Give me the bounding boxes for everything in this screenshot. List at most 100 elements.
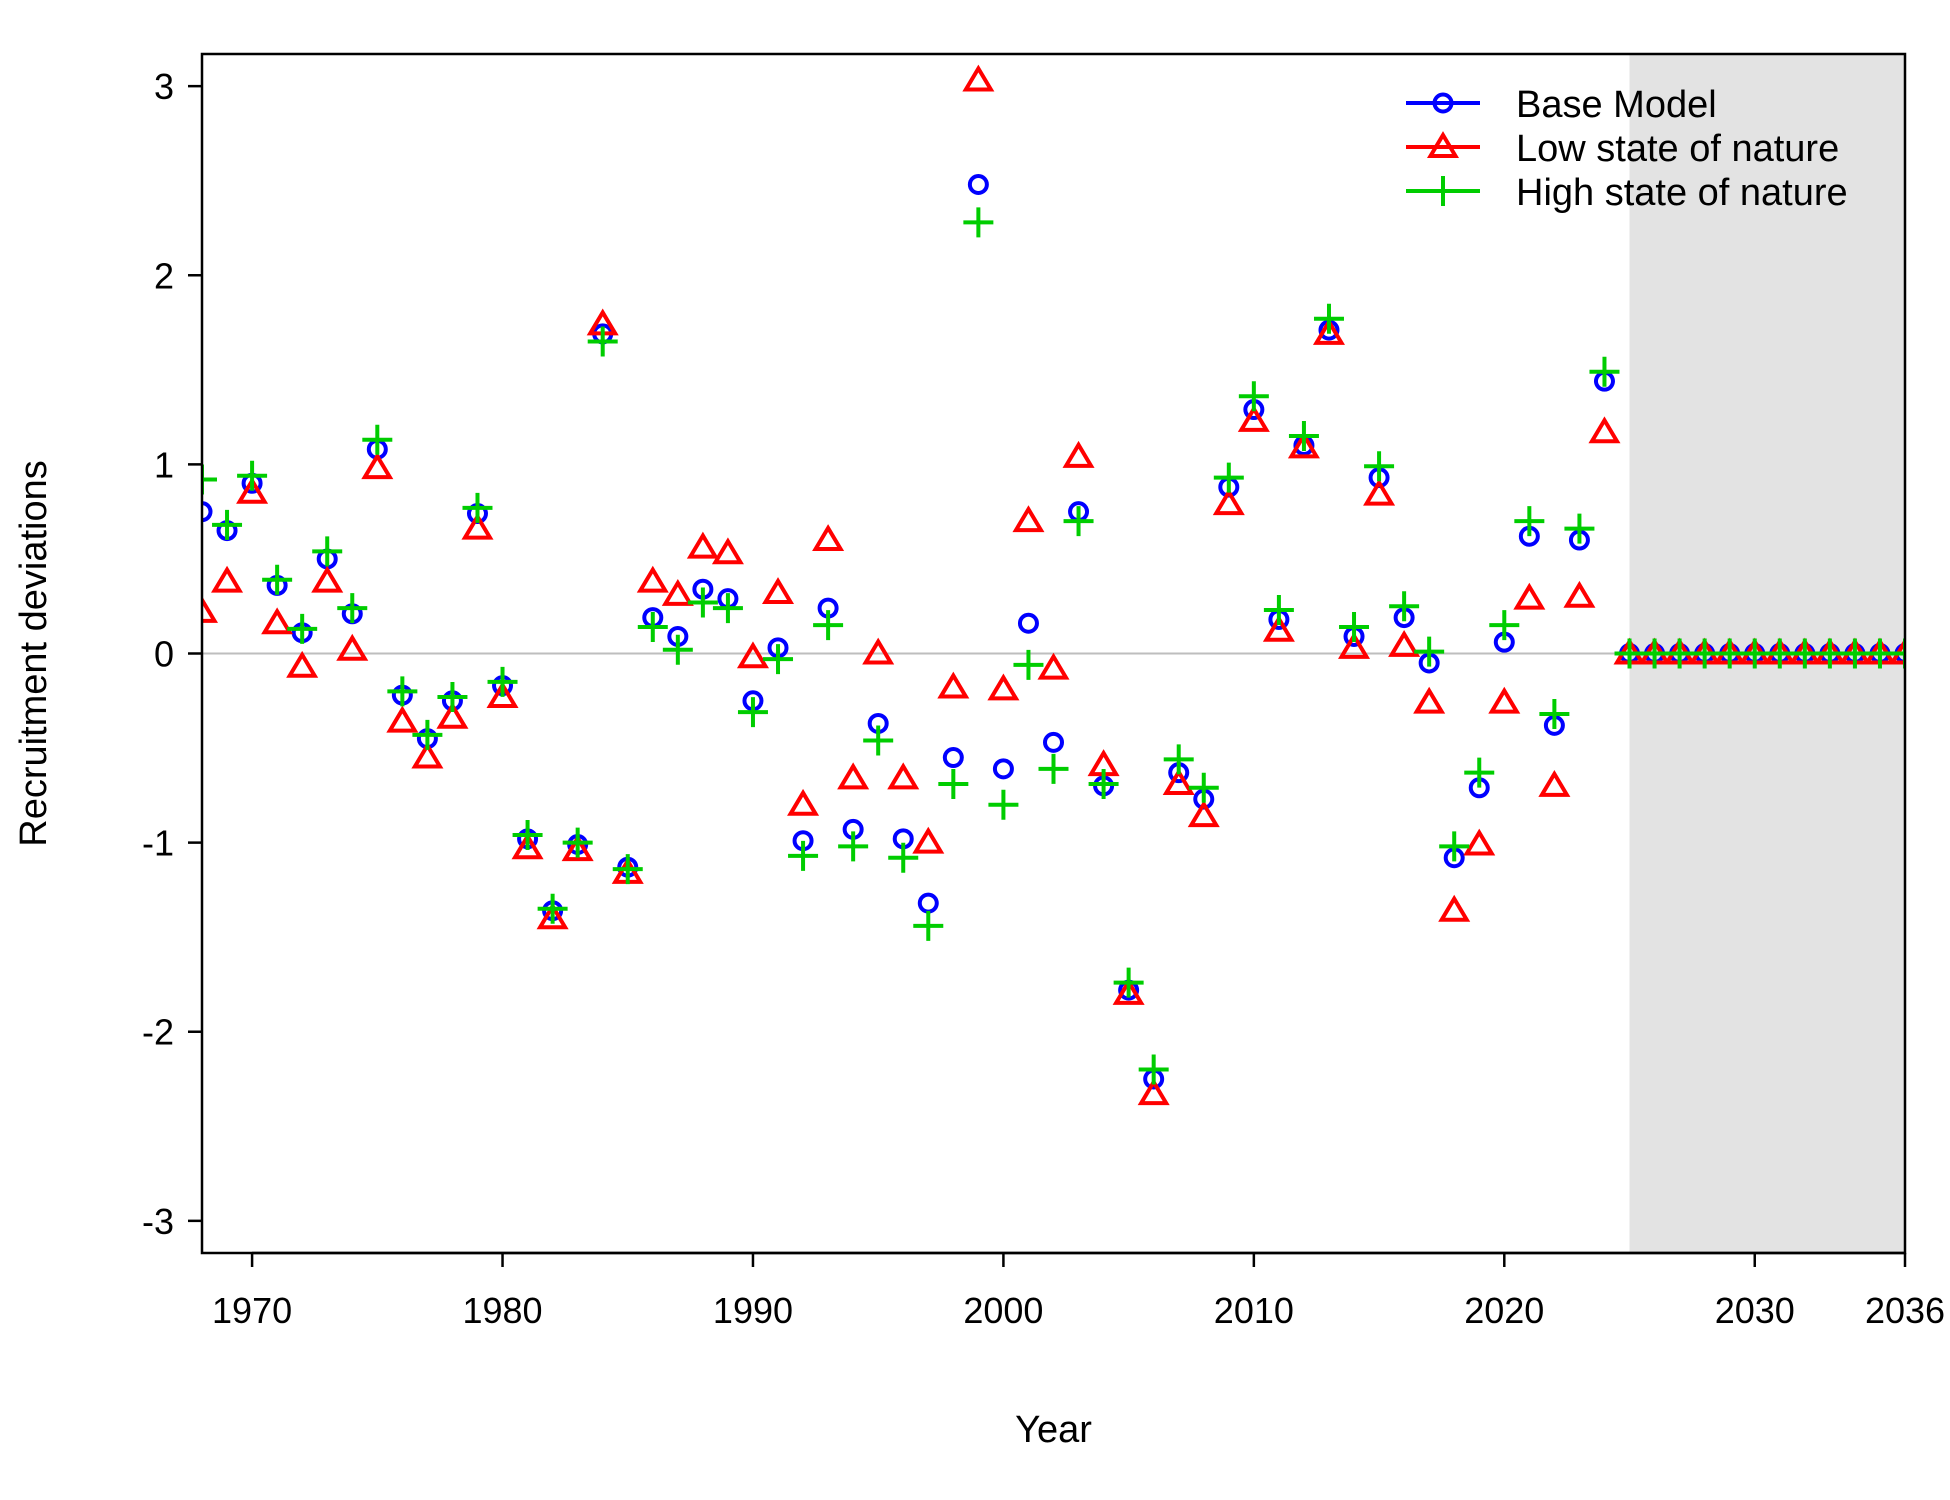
data-point: [237, 460, 268, 491]
data-point: [1063, 506, 1094, 537]
data-point: [1463, 828, 1496, 856]
legend-label: Low state of nature: [1516, 128, 1839, 170]
x-tick-label: 2010: [1214, 1290, 1294, 1331]
data-point: [736, 641, 769, 669]
data-point: [487, 666, 518, 697]
data-point: [1614, 638, 1645, 669]
data-point: [887, 762, 920, 790]
data-point: [1689, 638, 1720, 669]
data-point: [787, 788, 820, 816]
legend-item: Base Model: [1406, 84, 1717, 126]
data-point: [662, 634, 693, 665]
data-point: [1464, 757, 1495, 788]
data-point: [636, 565, 669, 593]
data-point: [1714, 638, 1745, 669]
data-point: [1864, 638, 1895, 669]
series-3: [202, 207, 1905, 1085]
data-point: [312, 536, 343, 567]
data-point: [411, 741, 444, 769]
data-point: [1538, 769, 1571, 797]
x-axis: 1970 1980 1990 2000 2010 2020 2030 2036: [212, 1251, 1945, 1331]
data-point: [711, 537, 744, 565]
data-point: [211, 565, 244, 593]
data-point: [1262, 614, 1295, 642]
x-axis-title: Year: [1015, 1409, 1092, 1451]
data-point: [1389, 591, 1420, 622]
x-tick-label: 1980: [462, 1290, 542, 1331]
data-point: [838, 831, 869, 862]
data-point: [387, 676, 418, 707]
data-point: [992, 758, 1014, 780]
data-point: [1287, 431, 1320, 459]
data-point: [1564, 513, 1595, 544]
data-point: [687, 587, 718, 618]
data-point: [1212, 488, 1245, 516]
data-point: [236, 476, 269, 504]
data-point: [1237, 404, 1270, 432]
y-tick-label: -1: [142, 823, 174, 864]
data-point: [436, 701, 469, 729]
data-point: [486, 681, 519, 708]
data-point: [1038, 753, 1069, 784]
data-point: [1138, 1054, 1169, 1085]
data-point: [1313, 303, 1344, 334]
data-point: [1062, 440, 1095, 468]
data-point: [912, 826, 945, 854]
data-point: [1113, 967, 1144, 998]
data-point: [863, 725, 894, 756]
y-tick-label: 1: [154, 444, 174, 485]
y-tick-label: -3: [142, 1201, 174, 1242]
data-point: [386, 705, 419, 733]
legend-item: Low state of nature: [1406, 128, 1839, 170]
data-point: [1589, 356, 1620, 387]
data-points-layer: [202, 64, 1905, 1106]
data-point: [988, 789, 1019, 820]
y-tick-label: 3: [154, 66, 174, 107]
data-point: [913, 910, 944, 941]
data-point: [1364, 451, 1395, 482]
data-point: [813, 610, 844, 641]
x-tick-label: 2020: [1464, 1290, 1544, 1331]
circle-marker-icon: [1432, 92, 1454, 114]
data-point: [537, 893, 568, 924]
triangle-marker-icon: [1426, 131, 1460, 158]
data-point: [888, 842, 919, 873]
data-point: [938, 768, 969, 799]
data-point: [661, 578, 694, 606]
data-point: [437, 681, 468, 712]
data-point: [1017, 612, 1039, 634]
data-point: [712, 593, 743, 624]
data-point: [737, 697, 768, 728]
data-point: [1514, 506, 1545, 537]
legend-label: Base Model: [1516, 84, 1717, 126]
data-point: [1339, 612, 1370, 643]
data-point: [336, 633, 369, 661]
data-point: [1238, 381, 1269, 412]
data-point: [262, 564, 293, 595]
data-point: [261, 607, 294, 635]
series-2: [202, 64, 1905, 1106]
data-point: [1263, 595, 1294, 626]
data-point: [788, 840, 819, 871]
data-point: [512, 820, 543, 851]
data-point: [1312, 317, 1346, 345]
data-point: [1413, 686, 1446, 714]
data-point: [837, 762, 870, 790]
data-point: [1513, 582, 1546, 610]
plus-marker-icon: [1428, 176, 1458, 206]
x-tick-label: 1970: [212, 1290, 292, 1331]
data-point: [1488, 686, 1521, 714]
data-point: [967, 173, 989, 195]
x-tick-label: 2000: [963, 1290, 1043, 1331]
data-point: [1489, 610, 1520, 641]
data-point: [612, 854, 643, 885]
y-tick-label: 2: [154, 255, 174, 296]
data-point: [1539, 699, 1570, 730]
data-point: [1789, 638, 1820, 669]
data-point: [1438, 894, 1471, 922]
data-point: [412, 719, 443, 750]
data-point: [1664, 638, 1695, 669]
